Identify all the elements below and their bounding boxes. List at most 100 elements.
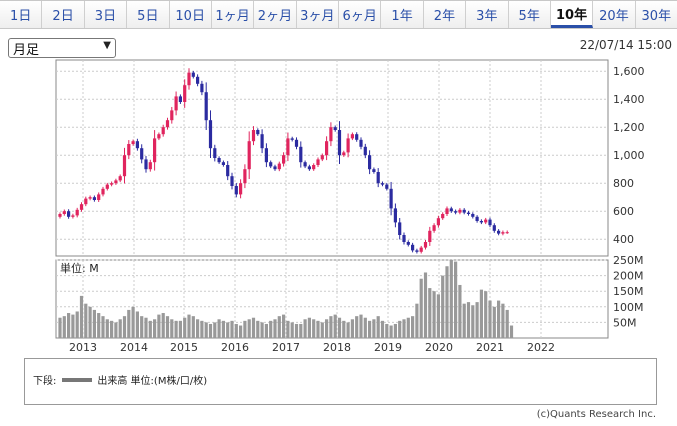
volume-bar [144, 317, 148, 338]
volume-bar [101, 316, 105, 338]
candle [329, 127, 333, 142]
volume-bar [479, 289, 483, 338]
x-tick-label: 2014 [120, 341, 148, 354]
candle [71, 215, 75, 217]
volume-bar [475, 302, 479, 338]
volume-bar [320, 322, 324, 338]
candle [303, 162, 307, 167]
x-tick-label: 2017 [272, 341, 300, 354]
candle [419, 247, 423, 252]
volume-bar [290, 322, 294, 338]
price-y-tick-label: 800 [613, 177, 634, 190]
price-y-tick-label: 1,600 [613, 65, 645, 78]
volume-bar [411, 316, 415, 338]
candle [178, 96, 182, 102]
tab-5年[interactable]: 5年 [508, 1, 551, 28]
volume-bar [105, 319, 109, 338]
tab-3日[interactable]: 3日 [84, 1, 128, 28]
legend-prefix: 下段: [33, 376, 57, 387]
candle [398, 222, 402, 235]
volume-bar [58, 317, 62, 338]
candle [376, 172, 380, 184]
legend-label: 出来高 単位:(M株/口/枚) [97, 376, 208, 387]
volume-bar [183, 317, 187, 338]
candle [75, 209, 79, 216]
candle [337, 130, 342, 156]
tab-20年[interactable]: 20年 [593, 1, 636, 28]
volume-bar [380, 320, 385, 338]
candle [170, 110, 174, 121]
candle [501, 232, 505, 234]
volume-bar [213, 322, 217, 338]
volume-bar [131, 306, 135, 338]
candle [290, 138, 294, 140]
candle [294, 139, 299, 147]
volume-bar [122, 316, 127, 338]
x-tick-label: 2019 [374, 341, 402, 354]
candle [187, 72, 191, 86]
period-select-value: 月足 [13, 42, 40, 58]
volume-panel-title: 単位: M [60, 261, 99, 275]
volume-bar [273, 319, 277, 338]
volume-bar [312, 319, 316, 338]
candle [402, 235, 406, 242]
volume-bar [264, 323, 268, 338]
period-select[interactable]: 月足 ▼ [8, 38, 116, 58]
tab-2ヶ月[interactable]: 2ヶ月 [254, 1, 297, 28]
volume-bar [170, 319, 174, 338]
tab-1日[interactable]: 1日 [0, 1, 43, 28]
volume-bar [127, 309, 131, 338]
price-y-tick-label: 400 [613, 233, 634, 246]
candle [488, 219, 492, 226]
candle [260, 134, 264, 149]
candle [286, 138, 290, 156]
volume-bar [368, 320, 372, 338]
candle [67, 211, 71, 217]
volume-bar [509, 325, 514, 338]
x-tick-label: 2013 [69, 341, 97, 354]
volume-bar [204, 322, 208, 338]
tab-2日[interactable]: 2日 [42, 1, 85, 28]
candle [428, 230, 432, 242]
tab-1年[interactable]: 1年 [381, 1, 424, 28]
volume-bar [445, 266, 449, 338]
tab-30年[interactable]: 30年 [635, 1, 677, 28]
candle [406, 242, 410, 245]
tab-10年[interactable]: 10年 [550, 1, 594, 28]
candle [153, 138, 157, 163]
x-tick-label: 2022 [527, 341, 555, 354]
volume-bar [174, 320, 178, 338]
candle [92, 197, 96, 200]
volume-y-tick-label: 100M [613, 301, 644, 314]
candle [217, 158, 221, 163]
candle [183, 85, 187, 102]
tab-1ヶ月[interactable]: 1ヶ月 [211, 1, 255, 28]
volume-bar [458, 284, 462, 338]
tab-10日[interactable]: 10日 [169, 1, 212, 28]
candle [436, 218, 440, 226]
tab-3ヶ月[interactable]: 3ヶ月 [296, 1, 339, 28]
volume-bar [135, 311, 139, 338]
candle [269, 162, 273, 167]
volume-bar [329, 316, 333, 338]
candle [316, 159, 320, 165]
x-tick-label: 2018 [323, 341, 351, 354]
tab-5日[interactable]: 5日 [127, 1, 170, 28]
volume-legend: 下段: 出来高 単位:(M株/口/枚) [33, 372, 207, 387]
volume-bar [505, 309, 509, 338]
volume-bar [497, 300, 501, 338]
volume-bar [393, 323, 397, 338]
candle [191, 72, 195, 77]
candle [325, 141, 329, 156]
tab-2年[interactable]: 2年 [423, 1, 467, 28]
candle [88, 197, 92, 199]
tab-3年[interactable]: 3年 [466, 1, 509, 28]
volume-bar [196, 319, 200, 338]
tab-6ヶ月[interactable]: 6ヶ月 [339, 1, 382, 28]
volume-bar [294, 323, 299, 338]
volume-bar [449, 260, 453, 338]
volume-bar [454, 261, 458, 338]
volume-bar [462, 303, 466, 338]
volume-bar [419, 278, 423, 338]
candle [475, 216, 479, 221]
